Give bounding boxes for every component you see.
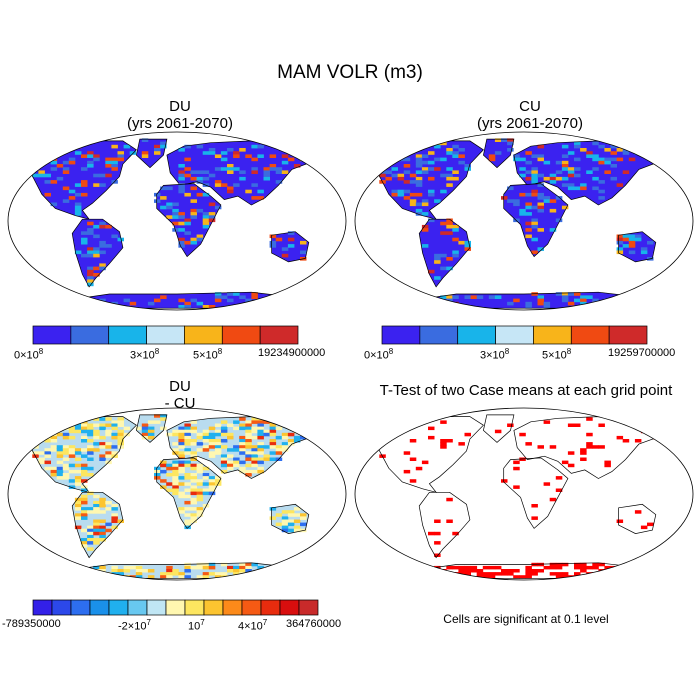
cu-coast-eurasia [513, 140, 670, 206]
colorbar-du [32, 325, 299, 345]
du-coast-eurasia [166, 140, 323, 206]
colorbar-cu-box [533, 325, 572, 345]
colorbar-cu-label: 19259700000 [608, 347, 676, 359]
cu-map [354, 131, 694, 311]
colorbar-du-label: 3×108 [130, 347, 160, 362]
ttest-map-border [354, 407, 694, 581]
figure-title: MAM VOLR (m3) [277, 62, 423, 83]
colorbar-cu-box [570, 325, 610, 345]
diff-coast-africa [156, 457, 222, 529]
colorbar-diff-label: -2×107 [118, 618, 151, 633]
du-coast-southAmerica [71, 218, 124, 288]
colorbar-du-box [259, 325, 299, 345]
colorbar-diff [32, 599, 319, 616]
panel-title-du-line1: DU [169, 98, 191, 115]
colorbar-cu-label: 5×108 [542, 347, 572, 362]
colorbar-du-label: 19234900000 [258, 347, 326, 359]
colorbar-cu-box [457, 325, 496, 345]
panel-title-cu: CU (yrs 2061-2070) [390, 98, 670, 132]
colorbar-cu-box [381, 325, 421, 345]
colorbar-diff-box [51, 599, 72, 616]
colorbar-diff-label: -789350000 [2, 618, 61, 630]
diff-coast-australia [271, 503, 310, 534]
panel-title-diff-line1: DU [169, 378, 191, 395]
ttest-coast-eurasia [513, 416, 670, 479]
colorbar-cu-box [419, 325, 459, 345]
panel-title-cu-line1: CU [519, 98, 541, 115]
colorbar-cu-label: 0×108 [364, 347, 394, 362]
colorbar-diff-box [298, 599, 319, 616]
colorbar-diff-box [260, 599, 281, 616]
colorbar-diff-box [108, 599, 129, 616]
cu-map-border [354, 131, 694, 311]
colorbar-diff-box [184, 599, 205, 616]
cu-coast-greenland [483, 138, 515, 169]
colorbar-diff-box [32, 599, 53, 616]
cu-coast-northAmerica [364, 140, 484, 220]
colorbar-cu-box [495, 325, 534, 345]
du-coast-australia [271, 231, 310, 263]
cu-coast-australia [618, 231, 657, 263]
diff-coast-eurasia [166, 416, 323, 479]
colorbar-diff-box [89, 599, 110, 616]
colorbar-du-label: 0×108 [14, 347, 44, 362]
diff-coast-southAmerica [71, 491, 124, 559]
colorbar-diff-box [70, 599, 91, 616]
ttest-coast-australia [618, 503, 657, 534]
significance-note: Cells are significant at 0.1 level [443, 612, 609, 626]
ttest-coast-africa [503, 457, 569, 529]
panel-title-ttest-line1: T-Test of two Case means at each grid po… [379, 382, 673, 399]
colorbar-du-label: 5×108 [193, 347, 223, 362]
colorbar-cu-label: 3×108 [480, 347, 510, 362]
panel-title-du-line2: (yrs 2061-2070) [127, 115, 233, 132]
cu-coast-southAmerica [418, 218, 471, 288]
colorbar-du-box [221, 325, 261, 345]
du-coast-africa [156, 183, 222, 258]
panel-title-ttest: T-Test of two Case means at each grid po… [352, 382, 700, 399]
colorbar-diff-box [146, 599, 167, 616]
colorbar-diff-box [222, 599, 243, 616]
colorbar-du-box [70, 325, 110, 345]
du-coast-northAmerica [17, 140, 137, 220]
colorbar-du-box [146, 325, 185, 345]
colorbar-diff-box [241, 599, 262, 616]
diff-coast-greenland [136, 414, 168, 443]
colorbar-diff-label: 107 [188, 618, 205, 633]
ttest-coast-southAmerica [418, 491, 471, 559]
ttest-coast-northAmerica [364, 416, 484, 493]
du-map [7, 131, 347, 311]
diff-map [7, 407, 347, 581]
diff-coast-northAmerica [17, 416, 137, 493]
du-coast-greenland [136, 138, 168, 169]
panel-title-cu-line2: (yrs 2061-2070) [477, 115, 583, 132]
colorbar-diff-box [279, 599, 300, 616]
colorbar-du-box [32, 325, 72, 345]
colorbar-cu [381, 325, 648, 345]
colorbar-diff-label: 364760000 [286, 618, 342, 630]
colorbar-du-box [184, 325, 223, 345]
colorbar-diff-box [165, 599, 186, 616]
ttest-map [354, 407, 694, 581]
du-map-border [7, 131, 347, 311]
ttest-ocean [355, 408, 693, 580]
diff-map-border [7, 407, 347, 581]
colorbar-diff-label: 4×107 [238, 618, 268, 633]
colorbar-diff-box [203, 599, 224, 616]
ttest-coast-greenland [483, 414, 515, 443]
colorbar-diff-box [127, 599, 148, 616]
panel-title-du: DU (yrs 2061-2070) [50, 98, 310, 132]
colorbar-du-box [108, 325, 147, 345]
colorbar-cu-box [608, 325, 648, 345]
cu-coast-africa [503, 183, 569, 258]
